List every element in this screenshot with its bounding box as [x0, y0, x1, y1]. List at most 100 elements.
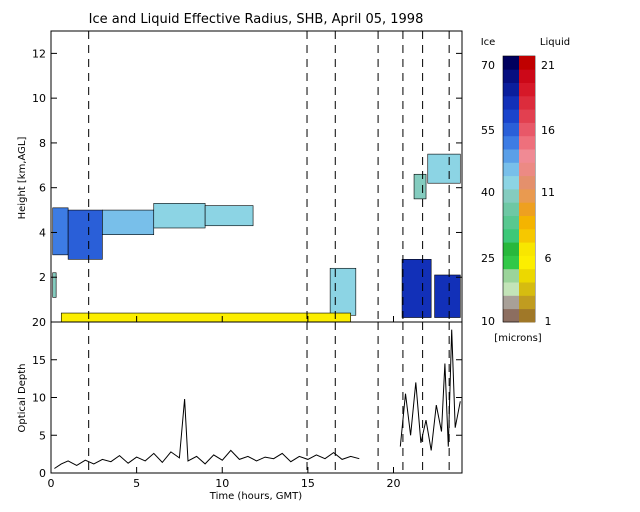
colorbar-ice-swatch	[503, 282, 519, 296]
colorbar-liquid-swatch	[519, 162, 535, 177]
colorbar-liquid-swatch	[519, 255, 535, 270]
colorbar-liquid-swatch	[519, 109, 535, 123]
optical-depth-data	[54, 329, 461, 469]
chart-title: Ice and Liquid Effective Radius, SHB, Ap…	[89, 12, 424, 27]
time-gridlines-top	[88, 31, 450, 322]
cloud-layer-ice	[153, 203, 206, 229]
colorbar-liquid-label: 21	[541, 59, 555, 72]
x-tick-label: 0	[48, 477, 55, 490]
top-y-tick-label: 10	[32, 92, 46, 105]
colorbar-ice-swatch	[503, 69, 519, 83]
top-y-tick-label: 4	[39, 226, 46, 239]
colorbar-ice-label: 40	[481, 186, 495, 199]
colorbar-liquid-swatch	[519, 69, 535, 83]
top-y-tick-label: 2	[39, 271, 46, 284]
colorbar-liquid-swatch	[519, 282, 535, 296]
colorbar-ice-swatch	[503, 122, 519, 137]
colorbar-liquid-swatch	[519, 268, 535, 283]
time-gridlines-bottom	[88, 322, 450, 473]
cloud-layer-ice	[52, 207, 69, 256]
colorbar-liquid-swatch	[519, 308, 535, 323]
colorbar-liquid-swatch	[519, 215, 535, 230]
colorbar-ice-swatch	[503, 175, 519, 190]
colorbar-ice-label: 55	[481, 124, 495, 137]
effective-radius-data	[52, 153, 461, 323]
colorbar-ice-label: 10	[481, 315, 495, 328]
colorbar-liquid-scale	[519, 56, 535, 323]
top-y-axis-label: Height [km,AGL]	[17, 137, 28, 220]
colorbar-liquid-label: 16	[541, 124, 555, 137]
x-tick-label: 15	[301, 477, 315, 490]
colorbar-liquid-label: 1	[545, 315, 552, 328]
x-axis-label: Time (hours, GMT)	[209, 491, 303, 502]
colorbar-ice-swatch	[503, 56, 519, 70]
colorbar-ice-swatch	[503, 82, 519, 97]
cloud-layer-ice	[401, 259, 432, 318]
colorbar-ice-swatch	[503, 135, 519, 150]
colorbar-ice-scale	[502, 55, 536, 323]
x-tick-label: 20	[387, 477, 401, 490]
colorbar-ice-swatch	[503, 268, 519, 283]
cloud-layer-ice	[329, 267, 357, 316]
colorbar-ice-swatch	[503, 109, 519, 123]
colorbar-liquid-swatch	[519, 228, 535, 243]
colorbar-ice-swatch	[503, 162, 519, 177]
colorbar-liquid-label: 11	[541, 186, 555, 199]
colorbar-ice-swatch	[503, 202, 519, 216]
top-y-tick-label: 6	[39, 182, 46, 195]
colorbar-ice-swatch	[503, 189, 519, 203]
colorbar-ice-swatch	[503, 149, 519, 163]
top-panel-frame	[50, 30, 463, 323]
colorbar-liquid-swatch	[519, 295, 535, 310]
colorbar-liquid-swatch	[519, 149, 535, 163]
cloud-layer-ice	[204, 205, 254, 227]
top-panel-ticks: 2 4 6 8 10 12	[32, 47, 462, 284]
colorbar-liquid-swatch	[519, 175, 535, 190]
bottom-panel-ticks: 0 5 10 15 20	[32, 316, 462, 480]
bottom-panel-frame	[50, 321, 463, 474]
optical-depth-panel: 0 5 10 15 20 Optical Depth 0 5 10 15 20 Time (ho…	[17, 316, 463, 502]
colorbar-ice-swatch	[503, 215, 519, 230]
colorbar-ice-label: 70	[481, 59, 495, 72]
colorbar-tick-labels: 70 55 40 25 10 21 16 11 6 1	[481, 59, 555, 328]
colorbar-liquid-swatch	[519, 189, 535, 203]
x-tick-label: 10	[215, 477, 229, 490]
cloud-layer-ice	[52, 272, 57, 298]
colorbar-units: [microns]	[494, 333, 541, 344]
x-tick-label: 5	[133, 477, 140, 490]
colorbar-liquid-label: 6	[545, 252, 552, 265]
bottom-y-tick-label: 0	[39, 467, 46, 480]
colorbar-ice-swatch	[503, 295, 519, 310]
bottom-y-tick-label: 20	[32, 316, 46, 329]
colorbar: Ice Liquid 70 55 40 25 10 21 16 11 6 1 [microns]	[481, 37, 570, 344]
colorbar-liquid-swatch	[519, 56, 535, 70]
bottom-y-tick-label: 15	[32, 354, 46, 367]
colorbar-liquid-swatch	[519, 202, 535, 216]
colorbar-ice-label: 25	[481, 252, 495, 265]
bottom-y-tick-label: 10	[32, 392, 46, 405]
optical-depth-line	[399, 329, 461, 451]
top-y-tick-label: 12	[32, 47, 46, 60]
cloud-layer-ice	[427, 153, 461, 184]
colorbar-liquid-swatch	[519, 122, 535, 137]
colorbar-liquid-swatch	[519, 95, 535, 110]
cloud-layer-ice	[434, 274, 461, 318]
colorbar-ice-swatch	[503, 228, 519, 243]
colorbar-ice-header: Ice	[481, 37, 496, 48]
optical-depth-line	[54, 398, 360, 469]
colorbar-liquid-swatch	[519, 135, 535, 150]
top-y-tick-label: 8	[39, 137, 46, 150]
bottom-y-axis-label: Optical Depth	[17, 364, 28, 433]
bottom-y-tick-label: 5	[39, 429, 46, 442]
colorbar-liquid-swatch	[519, 242, 535, 256]
colorbar-liquid-swatch	[519, 82, 535, 97]
colorbar-ice-swatch	[503, 255, 519, 270]
time-axis: 0 5 10 15 20	[48, 316, 401, 490]
cloud-layer-ice	[102, 209, 155, 235]
colorbar-ice-swatch	[503, 95, 519, 110]
colorbar-ice-swatch	[503, 308, 519, 323]
cloud-layer-ice	[413, 173, 427, 200]
effective-radius-panel: 2 4 6 8 10 12 Height [km,AGL]	[17, 30, 463, 323]
colorbar-ice-swatch	[503, 242, 519, 256]
